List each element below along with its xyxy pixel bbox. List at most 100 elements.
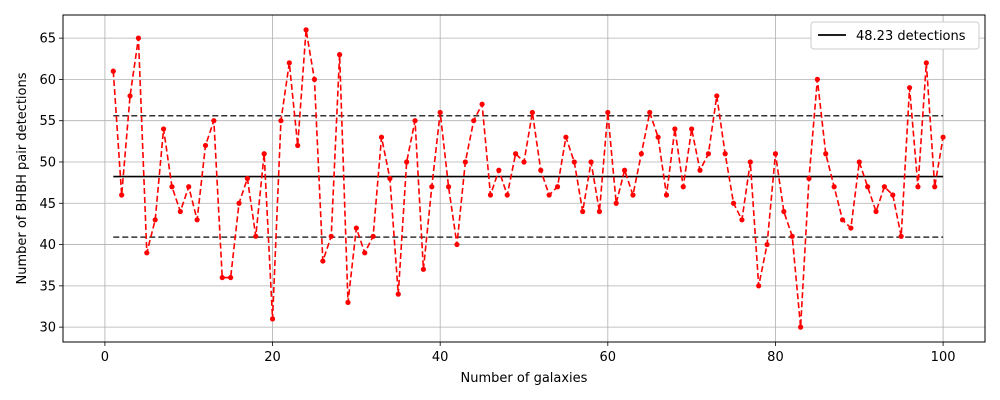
y-tick-label: 50 <box>39 155 56 170</box>
data-point <box>898 233 904 239</box>
data-point <box>269 316 276 322</box>
data-point <box>160 126 167 132</box>
data-point <box>856 159 862 165</box>
series-group <box>110 27 946 330</box>
x-tick-label: 80 <box>767 350 784 365</box>
y-axis-ticks: 30 35 40 45 50 55 60 65 <box>39 32 63 336</box>
y-tick-label: 65 <box>39 32 56 47</box>
data-point <box>689 126 695 132</box>
data-point <box>580 208 586 215</box>
x-tick-label: 0 <box>101 350 109 365</box>
data-point <box>261 151 267 157</box>
y-tick-label: 30 <box>39 321 56 336</box>
data-point <box>135 35 142 41</box>
data-point <box>445 184 452 190</box>
data-point <box>412 118 418 124</box>
data-point <box>730 200 737 206</box>
x-axis-label: Number of galaxies <box>461 371 588 386</box>
data-point <box>596 208 603 215</box>
data-point <box>722 151 728 157</box>
x-tick-label: 100 <box>931 350 956 365</box>
data-point <box>672 126 678 132</box>
data-point <box>194 217 200 223</box>
data-point <box>253 233 259 239</box>
data-point <box>387 175 393 182</box>
data-point <box>621 167 628 173</box>
data-point <box>764 241 770 248</box>
x-tick-label: 20 <box>264 350 281 365</box>
data-point <box>110 68 116 74</box>
data-point <box>404 159 410 165</box>
data-point <box>420 266 427 272</box>
data-point <box>563 134 569 140</box>
data-point <box>177 208 183 215</box>
data-point <box>554 184 561 190</box>
data-point <box>613 200 619 206</box>
data-point <box>814 76 820 83</box>
legend-label: 48.23 detections <box>856 29 966 44</box>
data-point <box>890 192 896 198</box>
data-point <box>848 225 854 231</box>
data-point <box>940 134 946 140</box>
x-axis-ticks: 0 20 40 60 80 100 <box>101 342 956 365</box>
data-point <box>295 142 301 149</box>
y-tick-label: 40 <box>39 238 56 253</box>
series-line <box>112 29 944 328</box>
data-point <box>823 151 829 157</box>
plot-frame <box>62 14 986 343</box>
reference-lines <box>113 114 944 238</box>
data-point <box>328 233 334 239</box>
data-point <box>362 250 368 256</box>
data-point <box>705 151 712 157</box>
data-point <box>429 184 435 190</box>
data-point <box>487 192 494 198</box>
data-point <box>219 274 225 281</box>
data-point <box>881 184 888 190</box>
data-point <box>655 134 661 140</box>
plot-background <box>63 15 985 342</box>
data-point <box>663 192 670 198</box>
data-point <box>286 60 292 66</box>
data-point <box>244 175 250 182</box>
data-point <box>647 109 653 116</box>
data-point <box>630 192 636 198</box>
data-point <box>915 184 921 190</box>
y-tick-label: 60 <box>39 73 56 88</box>
data-point <box>504 192 510 198</box>
data-point <box>865 184 871 190</box>
data-point <box>605 109 611 116</box>
data-point <box>370 233 376 239</box>
data-point <box>932 184 938 190</box>
y-tick-label: 55 <box>39 114 56 129</box>
data-point <box>513 151 519 157</box>
data-point <box>806 175 812 182</box>
x-tick-label: 60 <box>600 350 617 365</box>
data-point <box>697 167 703 173</box>
data-point <box>571 159 577 165</box>
data-point <box>320 258 326 264</box>
x-tick-label: 40 <box>432 350 449 365</box>
data-point <box>471 118 477 124</box>
data-point <box>378 134 385 140</box>
data-point <box>462 159 468 165</box>
data-point <box>202 142 209 149</box>
data-point <box>538 167 544 173</box>
data-point <box>529 109 535 116</box>
data-point <box>303 27 309 33</box>
data-point <box>228 274 234 281</box>
data-point <box>772 151 779 157</box>
data-point <box>236 200 242 206</box>
data-point <box>311 76 318 83</box>
data-point <box>437 109 443 116</box>
legend-box <box>810 21 980 50</box>
data-point <box>496 167 502 173</box>
data-point <box>906 85 913 91</box>
data-point <box>923 60 929 66</box>
data-point <box>521 159 527 165</box>
data-point <box>756 283 762 289</box>
data-point <box>278 118 284 124</box>
data-point <box>798 324 804 330</box>
y-axis-label: Number of BHBH pair detections <box>15 72 30 284</box>
y-tick-label: 35 <box>39 279 56 294</box>
